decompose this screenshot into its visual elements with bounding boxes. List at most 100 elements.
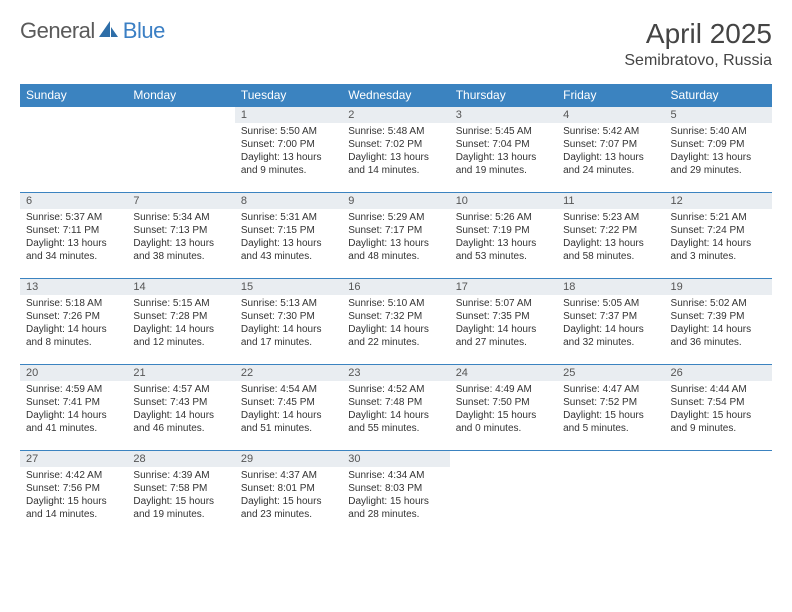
day-number: 24: [450, 365, 557, 381]
sunrise-text: Sunrise: 4:34 AM: [348, 469, 443, 482]
calendar-cell: 12Sunrise: 5:21 AMSunset: 7:24 PMDayligh…: [665, 193, 772, 279]
calendar-cell: 30Sunrise: 4:34 AMSunset: 8:03 PMDayligh…: [342, 451, 449, 537]
day-number: 27: [20, 451, 127, 467]
sunrise-text: Sunrise: 5:29 AM: [348, 211, 443, 224]
day-content: Sunrise: 5:15 AMSunset: 7:28 PMDaylight:…: [127, 295, 234, 351]
day-content: Sunrise: 4:59 AMSunset: 7:41 PMDaylight:…: [20, 381, 127, 437]
sunset-text: Sunset: 7:11 PM: [26, 224, 121, 237]
day-number: 17: [450, 279, 557, 295]
sunset-text: Sunset: 7:43 PM: [133, 396, 228, 409]
day-content: Sunrise: 4:37 AMSunset: 8:01 PMDaylight:…: [235, 467, 342, 523]
daylight-text: Daylight: 15 hours and 28 minutes.: [348, 495, 443, 521]
sunrise-text: Sunrise: 4:49 AM: [456, 383, 551, 396]
day-content: Sunrise: 4:44 AMSunset: 7:54 PMDaylight:…: [665, 381, 772, 437]
day-content: Sunrise: 5:45 AMSunset: 7:04 PMDaylight:…: [450, 123, 557, 179]
sunrise-text: Sunrise: 5:18 AM: [26, 297, 121, 310]
sunrise-text: Sunrise: 4:52 AM: [348, 383, 443, 396]
sunrise-text: Sunrise: 5:48 AM: [348, 125, 443, 138]
sunset-text: Sunset: 8:03 PM: [348, 482, 443, 495]
sunrise-text: Sunrise: 4:37 AM: [241, 469, 336, 482]
weekday-header: Saturday: [665, 84, 772, 107]
day-content: Sunrise: 5:34 AMSunset: 7:13 PMDaylight:…: [127, 209, 234, 265]
daylight-text: Daylight: 13 hours and 43 minutes.: [241, 237, 336, 263]
day-number: 6: [20, 193, 127, 209]
calendar-body: 1Sunrise: 5:50 AMSunset: 7:00 PMDaylight…: [20, 107, 772, 537]
calendar-row: 20Sunrise: 4:59 AMSunset: 7:41 PMDayligh…: [20, 365, 772, 451]
weekday-header: Tuesday: [235, 84, 342, 107]
day-content: Sunrise: 4:34 AMSunset: 8:03 PMDaylight:…: [342, 467, 449, 523]
calendar-cell: 14Sunrise: 5:15 AMSunset: 7:28 PMDayligh…: [127, 279, 234, 365]
day-content: Sunrise: 5:48 AMSunset: 7:02 PMDaylight:…: [342, 123, 449, 179]
calendar-cell: 22Sunrise: 4:54 AMSunset: 7:45 PMDayligh…: [235, 365, 342, 451]
calendar-cell: 29Sunrise: 4:37 AMSunset: 8:01 PMDayligh…: [235, 451, 342, 537]
weekday-header: Friday: [557, 84, 664, 107]
day-content: Sunrise: 5:26 AMSunset: 7:19 PMDaylight:…: [450, 209, 557, 265]
calendar-cell: 27Sunrise: 4:42 AMSunset: 7:56 PMDayligh…: [20, 451, 127, 537]
sunset-text: Sunset: 7:52 PM: [563, 396, 658, 409]
day-number: 9: [342, 193, 449, 209]
sunset-text: Sunset: 7:56 PM: [26, 482, 121, 495]
sunset-text: Sunset: 7:26 PM: [26, 310, 121, 323]
calendar-cell: 11Sunrise: 5:23 AMSunset: 7:22 PMDayligh…: [557, 193, 664, 279]
day-number: 20: [20, 365, 127, 381]
sunrise-text: Sunrise: 5:34 AM: [133, 211, 228, 224]
weekday-header: Sunday: [20, 84, 127, 107]
day-number: 2: [342, 107, 449, 123]
calendar-cell: 15Sunrise: 5:13 AMSunset: 7:30 PMDayligh…: [235, 279, 342, 365]
sunrise-text: Sunrise: 5:45 AM: [456, 125, 551, 138]
day-number: 7: [127, 193, 234, 209]
daylight-text: Daylight: 14 hours and 3 minutes.: [671, 237, 766, 263]
calendar-row: 6Sunrise: 5:37 AMSunset: 7:11 PMDaylight…: [20, 193, 772, 279]
weekday-header: Thursday: [450, 84, 557, 107]
daylight-text: Daylight: 14 hours and 55 minutes.: [348, 409, 443, 435]
day-content: Sunrise: 5:21 AMSunset: 7:24 PMDaylight:…: [665, 209, 772, 265]
sunset-text: Sunset: 7:02 PM: [348, 138, 443, 151]
daylight-text: Daylight: 13 hours and 9 minutes.: [241, 151, 336, 177]
calendar-cell: 4Sunrise: 5:42 AMSunset: 7:07 PMDaylight…: [557, 107, 664, 193]
calendar-cell: 7Sunrise: 5:34 AMSunset: 7:13 PMDaylight…: [127, 193, 234, 279]
daylight-text: Daylight: 14 hours and 17 minutes.: [241, 323, 336, 349]
day-number: 12: [665, 193, 772, 209]
sunrise-text: Sunrise: 5:26 AM: [456, 211, 551, 224]
daylight-text: Daylight: 13 hours and 48 minutes.: [348, 237, 443, 263]
sunset-text: Sunset: 7:07 PM: [563, 138, 658, 151]
day-number: 14: [127, 279, 234, 295]
day-content: Sunrise: 5:50 AMSunset: 7:00 PMDaylight:…: [235, 123, 342, 179]
sunset-text: Sunset: 8:01 PM: [241, 482, 336, 495]
calendar-cell: 3Sunrise: 5:45 AMSunset: 7:04 PMDaylight…: [450, 107, 557, 193]
day-number: 15: [235, 279, 342, 295]
calendar-cell: [557, 451, 664, 537]
sunset-text: Sunset: 7:04 PM: [456, 138, 551, 151]
daylight-text: Daylight: 13 hours and 38 minutes.: [133, 237, 228, 263]
page-header: General Blue April 2025 Semibratovo, Rus…: [20, 18, 772, 70]
day-number: 11: [557, 193, 664, 209]
sunset-text: Sunset: 7:32 PM: [348, 310, 443, 323]
page-title: April 2025: [624, 18, 772, 50]
title-block: April 2025 Semibratovo, Russia: [624, 18, 772, 70]
day-content: Sunrise: 5:42 AMSunset: 7:07 PMDaylight:…: [557, 123, 664, 179]
daylight-text: Daylight: 14 hours and 51 minutes.: [241, 409, 336, 435]
sunset-text: Sunset: 7:48 PM: [348, 396, 443, 409]
day-content: Sunrise: 4:39 AMSunset: 7:58 PMDaylight:…: [127, 467, 234, 523]
sunset-text: Sunset: 7:15 PM: [241, 224, 336, 237]
daylight-text: Daylight: 13 hours and 29 minutes.: [671, 151, 766, 177]
sunrise-text: Sunrise: 4:42 AM: [26, 469, 121, 482]
sunrise-text: Sunrise: 5:13 AM: [241, 297, 336, 310]
daylight-text: Daylight: 15 hours and 19 minutes.: [133, 495, 228, 521]
sunset-text: Sunset: 7:28 PM: [133, 310, 228, 323]
day-number: 25: [557, 365, 664, 381]
sunset-text: Sunset: 7:17 PM: [348, 224, 443, 237]
day-content: Sunrise: 5:37 AMSunset: 7:11 PMDaylight:…: [20, 209, 127, 265]
calendar-cell: [127, 107, 234, 193]
sunrise-text: Sunrise: 4:57 AM: [133, 383, 228, 396]
day-number: 1: [235, 107, 342, 123]
day-number: 23: [342, 365, 449, 381]
day-content: Sunrise: 5:05 AMSunset: 7:37 PMDaylight:…: [557, 295, 664, 351]
daylight-text: Daylight: 13 hours and 34 minutes.: [26, 237, 121, 263]
daylight-text: Daylight: 15 hours and 5 minutes.: [563, 409, 658, 435]
day-content: Sunrise: 4:57 AMSunset: 7:43 PMDaylight:…: [127, 381, 234, 437]
sunset-text: Sunset: 7:09 PM: [671, 138, 766, 151]
day-number: 8: [235, 193, 342, 209]
brand-sail-icon: [99, 20, 119, 43]
daylight-text: Daylight: 14 hours and 36 minutes.: [671, 323, 766, 349]
